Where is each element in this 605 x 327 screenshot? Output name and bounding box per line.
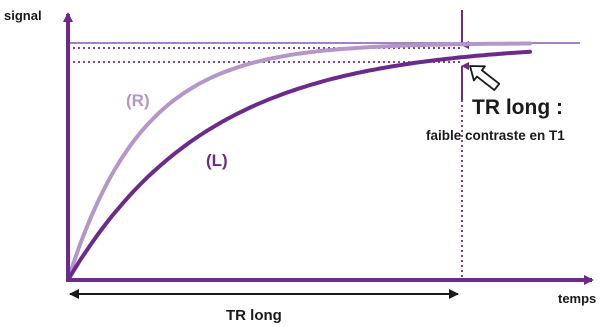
- annotation-subtitle: faible contraste en T1: [426, 128, 565, 143]
- curve-r: [66, 41, 532, 282]
- tr-long-span-label: TR long: [226, 307, 282, 324]
- y-axis-label: signal: [4, 8, 42, 23]
- x-axis-label: temps: [558, 291, 596, 306]
- curve-l-label: (L): [206, 151, 228, 170]
- curve-r-label: (R): [126, 91, 150, 110]
- annotation-title: TR long :: [472, 96, 563, 119]
- hollow-arrow-icon: [469, 65, 501, 91]
- curve-l: [66, 49, 532, 282]
